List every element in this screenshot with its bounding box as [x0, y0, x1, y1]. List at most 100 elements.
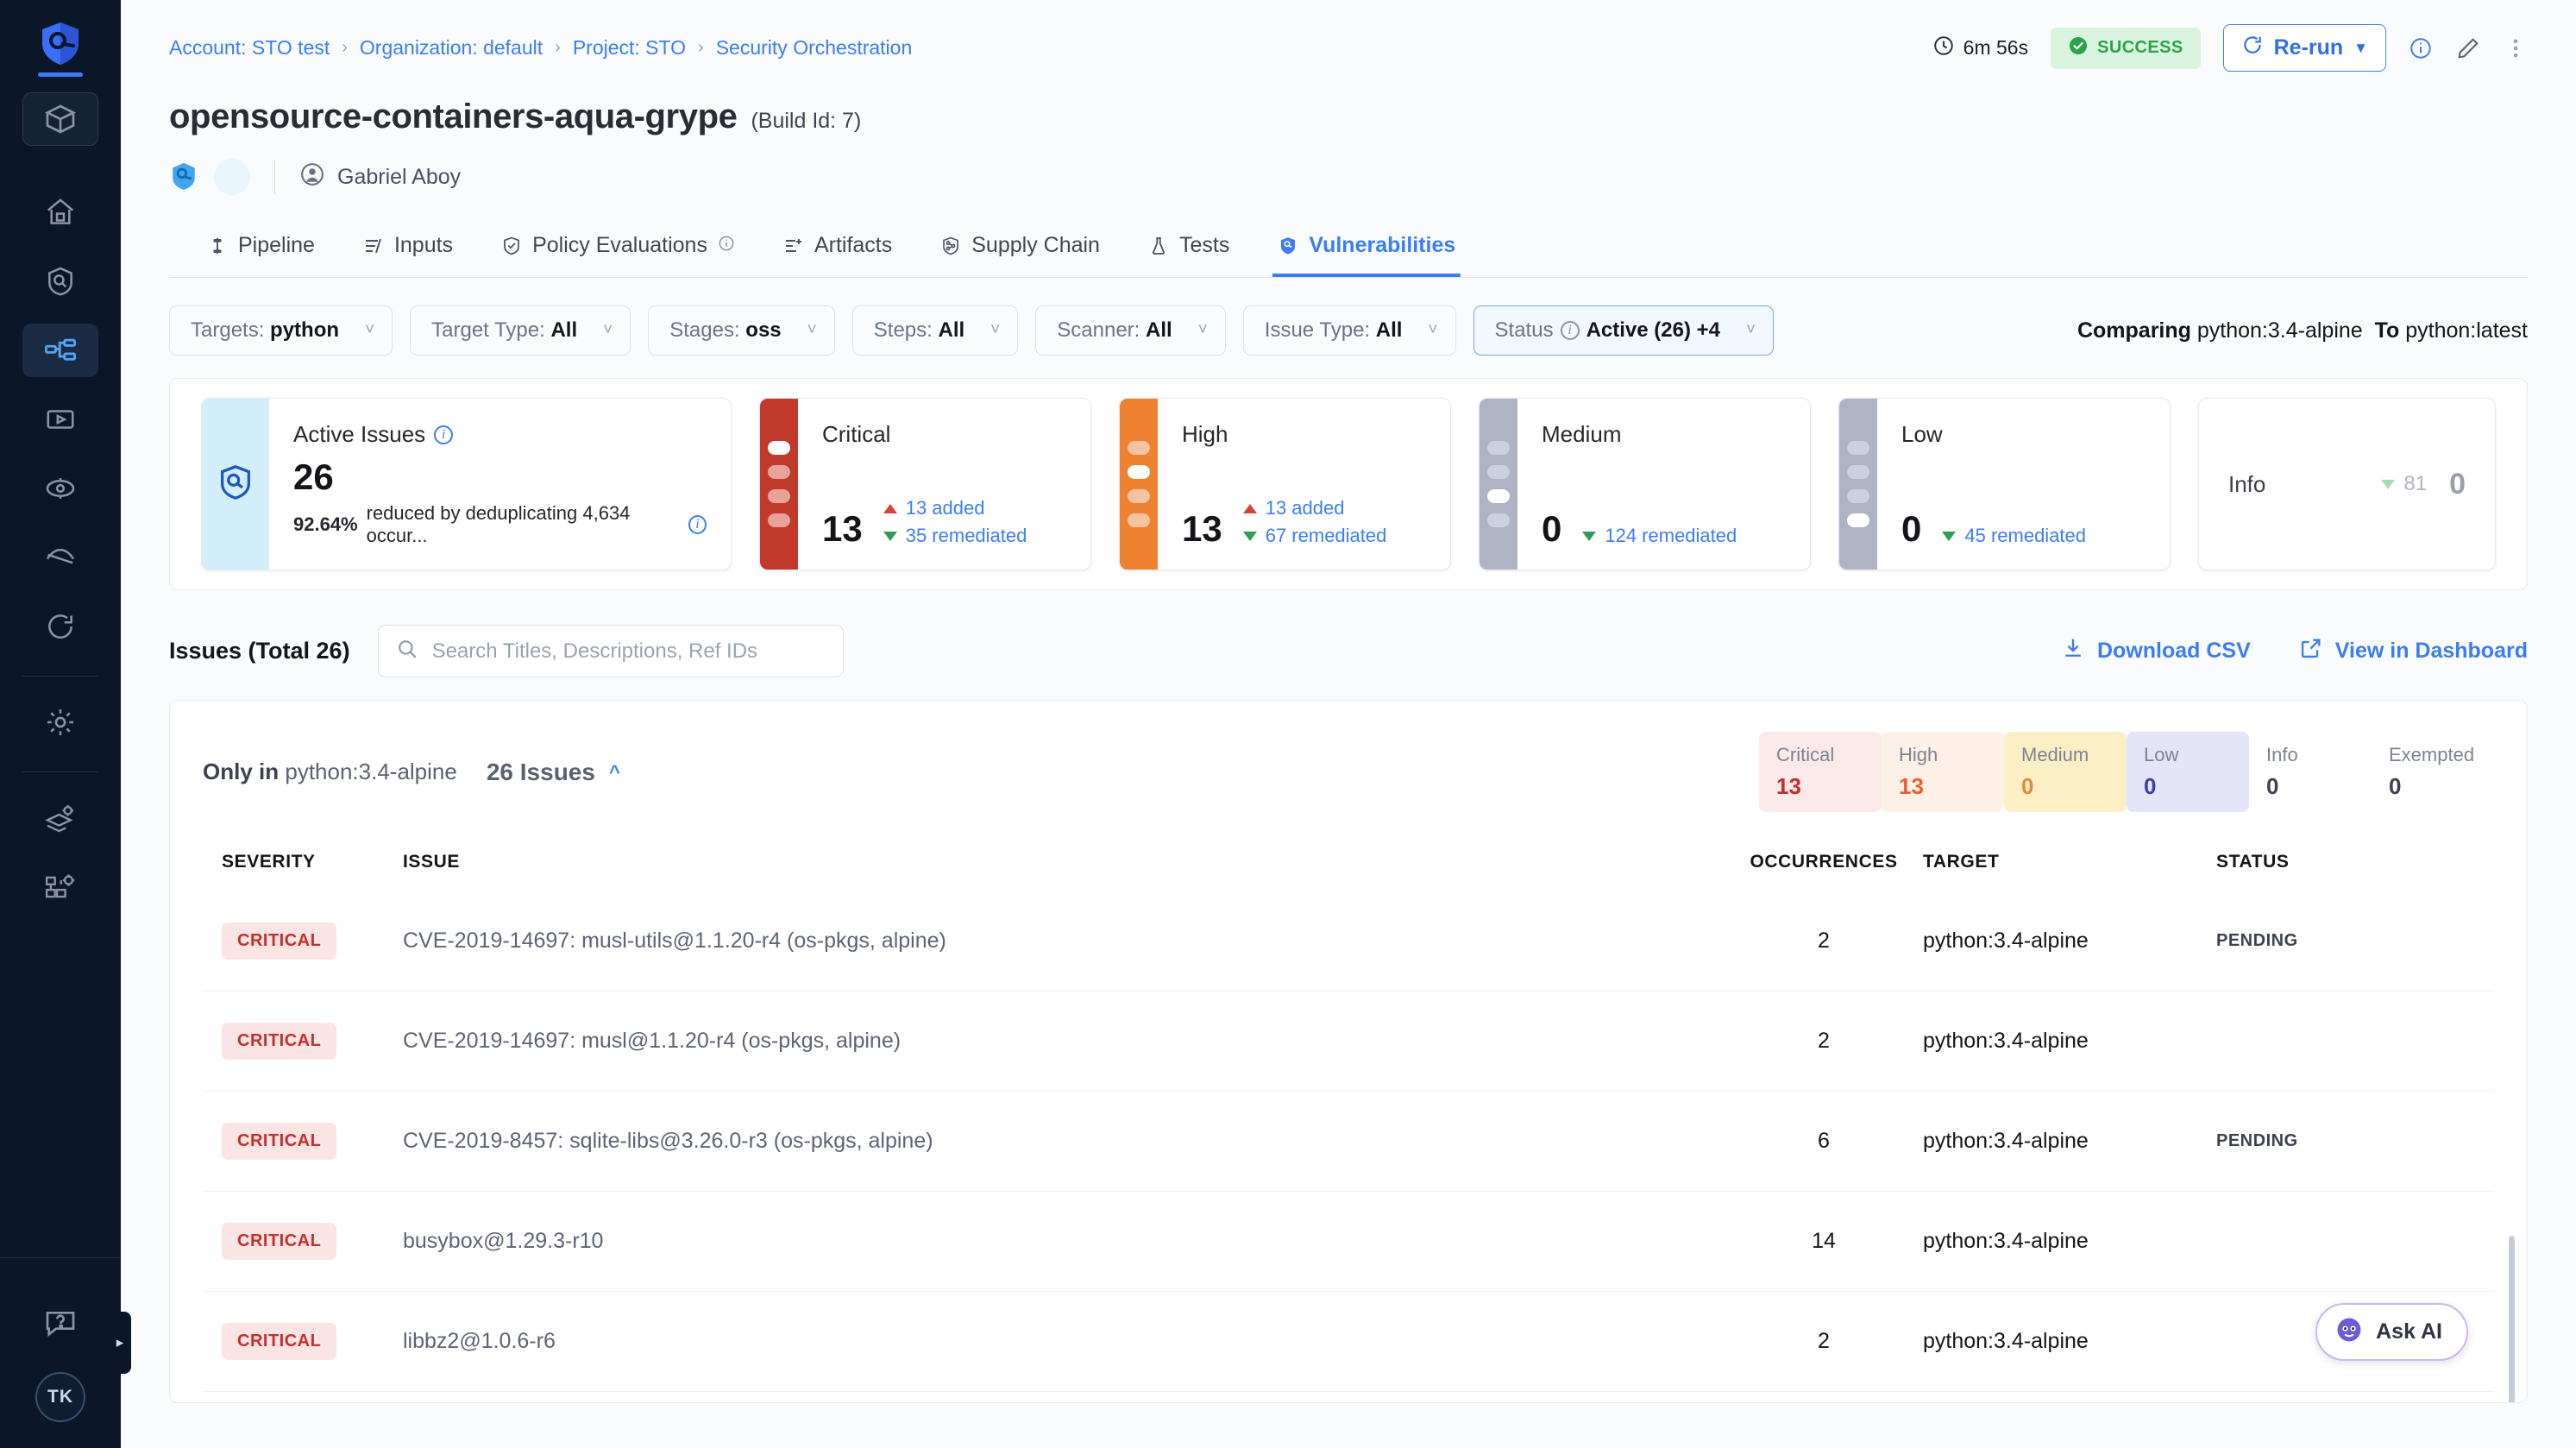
- sidebar-item-settings[interactable]: [22, 696, 98, 749]
- issues-count-toggle[interactable]: 26 Issues ^: [487, 759, 620, 786]
- column-header-severity: SEVERITY: [222, 852, 316, 872]
- card-severity-info[interactable]: Info 81 0: [2198, 398, 2496, 570]
- chip-high[interactable]: High 13: [1882, 732, 2004, 812]
- column-header-status: STATUS: [2216, 852, 2290, 872]
- rerun-button[interactable]: Re-run ▼: [2222, 24, 2386, 72]
- search-input[interactable]: [377, 625, 844, 677]
- tab-inputs[interactable]: Inputs: [358, 221, 458, 277]
- tab-policy-evaluations[interactable]: Policy Evaluations: [496, 221, 740, 277]
- more-vertical-icon[interactable]: [2504, 36, 2528, 60]
- vertical-scrollbar[interactable]: [2509, 1236, 2515, 1402]
- table-row[interactable]: CRITICAL busybox@1.29.3-r10 14 python:3.…: [203, 1192, 2494, 1292]
- filter-status[interactable]: Status i Active (26) +4 ˅: [1473, 305, 1775, 356]
- card-active-issues[interactable]: Active Issues i 26 92.64% reduced by ded…: [201, 398, 732, 570]
- download-csv-button[interactable]: Download CSV: [2061, 636, 2251, 666]
- cell-issue[interactable]: CVE-2019-8457: sqlite-libs@3.26.0-r3 (os…: [403, 1129, 933, 1153]
- breadcrumb-pipeline[interactable]: Security Orchestration: [715, 36, 913, 59]
- dedup-text: reduced by deduplicating 4,634 occur...: [366, 502, 631, 546]
- table-row[interactable]: CRITICAL CVE-2019-14697: musl-utils@1.1.…: [203, 891, 2494, 992]
- table-row[interactable]: CRITICAL libbz2@1.0.6-r6 2 python:3.4-al…: [203, 1292, 2494, 1392]
- sidebar-item-governance[interactable]: [22, 860, 98, 914]
- info-circle-icon[interactable]: [2409, 36, 2433, 60]
- tab-tests[interactable]: Tests: [1143, 221, 1235, 277]
- chip-medium[interactable]: Medium 0: [2004, 732, 2127, 812]
- info-circle-icon[interactable]: i: [688, 515, 707, 534]
- chip-value: 0: [2021, 773, 2034, 799]
- ask-ai-button[interactable]: Ask AI: [2315, 1303, 2468, 1361]
- page-header: Account: STO test › Organization: defaul…: [121, 0, 2576, 278]
- filter-issue-type[interactable]: Issue Type: All ˅: [1242, 305, 1456, 356]
- chip-critical[interactable]: Critical 13: [1759, 732, 1882, 812]
- vuln-shield-icon: [1278, 236, 1298, 256]
- help-chat-icon[interactable]: [22, 1296, 98, 1350]
- cell-issue[interactable]: libbz2@1.0.6-r6: [403, 1329, 556, 1353]
- avatar[interactable]: TK: [35, 1372, 85, 1422]
- sidebar-item-exemptions[interactable]: [22, 531, 98, 584]
- search-field[interactable]: [431, 639, 826, 664]
- sidebar-footer: TK: [0, 1257, 121, 1448]
- table-row[interactable]: CRITICAL CVE-2019-8457: sqlite-libs@3.26…: [203, 1092, 2494, 1192]
- issues-table-body: CRITICAL CVE-2019-14697: musl-utils@1.1.…: [203, 891, 2494, 1402]
- table-row[interactable]: CRITICAL CVE-2019-14697: musl@1.1.20-r4 …: [203, 992, 2494, 1092]
- tab-vulnerabilities[interactable]: Vulnerabilities: [1272, 221, 1461, 277]
- sidebar-item-pipelines[interactable]: [22, 324, 98, 377]
- sidebar-item-security-tests[interactable]: [22, 255, 98, 308]
- tab-pipeline[interactable]: Pipeline: [202, 221, 320, 277]
- triangle-down-icon: [1582, 531, 1597, 541]
- filter-steps[interactable]: Steps: All ˅: [851, 305, 1019, 356]
- sidebar-collapse-handle[interactable]: ▸: [109, 1312, 131, 1374]
- cell-issue[interactable]: CVE-2019-14697: musl-utils@1.1.20-r4 (os…: [403, 929, 946, 953]
- breadcrumb-organization[interactable]: Organization: default: [359, 36, 543, 59]
- sidebar-item-module-selector[interactable]: [22, 92, 98, 146]
- tab-supply-chain[interactable]: Supply Chain: [935, 221, 1105, 277]
- cell-target: python:3.4-alpine: [1923, 929, 2089, 953]
- info-circle-icon[interactable]: [718, 233, 735, 258]
- user-circle-icon: [299, 161, 325, 193]
- filter-scanner[interactable]: Scanner: All ˅: [1035, 305, 1226, 356]
- tab-label: Supply Chain: [971, 233, 1100, 257]
- sidebar-item-home[interactable]: [22, 186, 98, 239]
- breadcrumb-sep-1: ›: [342, 38, 348, 57]
- filter-target-type[interactable]: Target Type: All ˅: [410, 305, 631, 356]
- breadcrumb-project[interactable]: Project: STO: [572, 36, 687, 59]
- rail-bar: [768, 489, 790, 503]
- view-in-dashboard-button[interactable]: View in Dashboard: [2299, 636, 2528, 666]
- chip-label: Critical: [1776, 744, 1835, 765]
- card-body: Critical 13 13 added: [798, 399, 1090, 570]
- pencil-icon[interactable]: [2455, 35, 2481, 61]
- sidebar-item-targets[interactable]: [22, 462, 98, 515]
- filter-label: Scanner:: [1057, 318, 1140, 342]
- tab-artifacts[interactable]: Artifacts: [778, 221, 897, 277]
- breadcrumb-account[interactable]: Account: STO test: [169, 36, 330, 59]
- sidebar-item-resources[interactable]: [22, 791, 98, 845]
- summary-cards-panel: Active Issues i 26 92.64% reduced by ded…: [169, 378, 2528, 590]
- severity-deltas: 13 added 35 remediated: [883, 497, 1027, 547]
- card-severity-low[interactable]: Low 0 45 remediated: [1838, 398, 2171, 570]
- harness-shield-logo[interactable]: [36, 19, 85, 67]
- severity-deltas: 124 remediated: [1582, 525, 1737, 547]
- card-severity-medium[interactable]: Medium 0 124 remediated: [1479, 398, 1811, 570]
- card-severity-high[interactable]: High 13 13 added 67: [1119, 398, 1451, 570]
- delta-remediated-label: 35 remediated: [905, 525, 1027, 546]
- chevron-down-icon: ˅: [603, 321, 613, 339]
- info-circle-icon[interactable]: i: [1560, 321, 1580, 340]
- cell-issue[interactable]: CVE-2019-14697: musl@1.1.20-r4 (os-pkgs,…: [403, 1029, 902, 1053]
- chip-label: Info: [2266, 744, 2298, 765]
- sidebar-item-overrides[interactable]: [22, 600, 98, 653]
- chip-info[interactable]: Info 0: [2249, 732, 2372, 812]
- sidebar-divider: [22, 676, 98, 677]
- card-severity-critical[interactable]: Critical 13 13 added: [759, 398, 1091, 570]
- table-header: SEVERITY ISSUE OCCURRENCES TARGET STATUS: [203, 852, 2494, 872]
- filter-targets[interactable]: Targets: python ˅: [169, 305, 393, 356]
- filter-label: Steps:: [873, 318, 933, 342]
- info-circle-icon[interactable]: i: [434, 425, 454, 444]
- chip-exempted[interactable]: Exempted 0: [2372, 732, 2494, 812]
- cell-issue[interactable]: busybox@1.29.3-r10: [403, 1229, 604, 1253]
- sidebar-item-executions[interactable]: [22, 393, 98, 446]
- severity-label: Info: [2228, 470, 2266, 497]
- chip-label: High: [1899, 744, 1938, 765]
- chip-low[interactable]: Low 0: [2127, 732, 2249, 812]
- filter-stages[interactable]: Stages: oss ˅: [648, 305, 835, 356]
- table-row[interactable]: CRITICAL libcrypto11@1.1.1a-r1 50 python…: [203, 1392, 2494, 1402]
